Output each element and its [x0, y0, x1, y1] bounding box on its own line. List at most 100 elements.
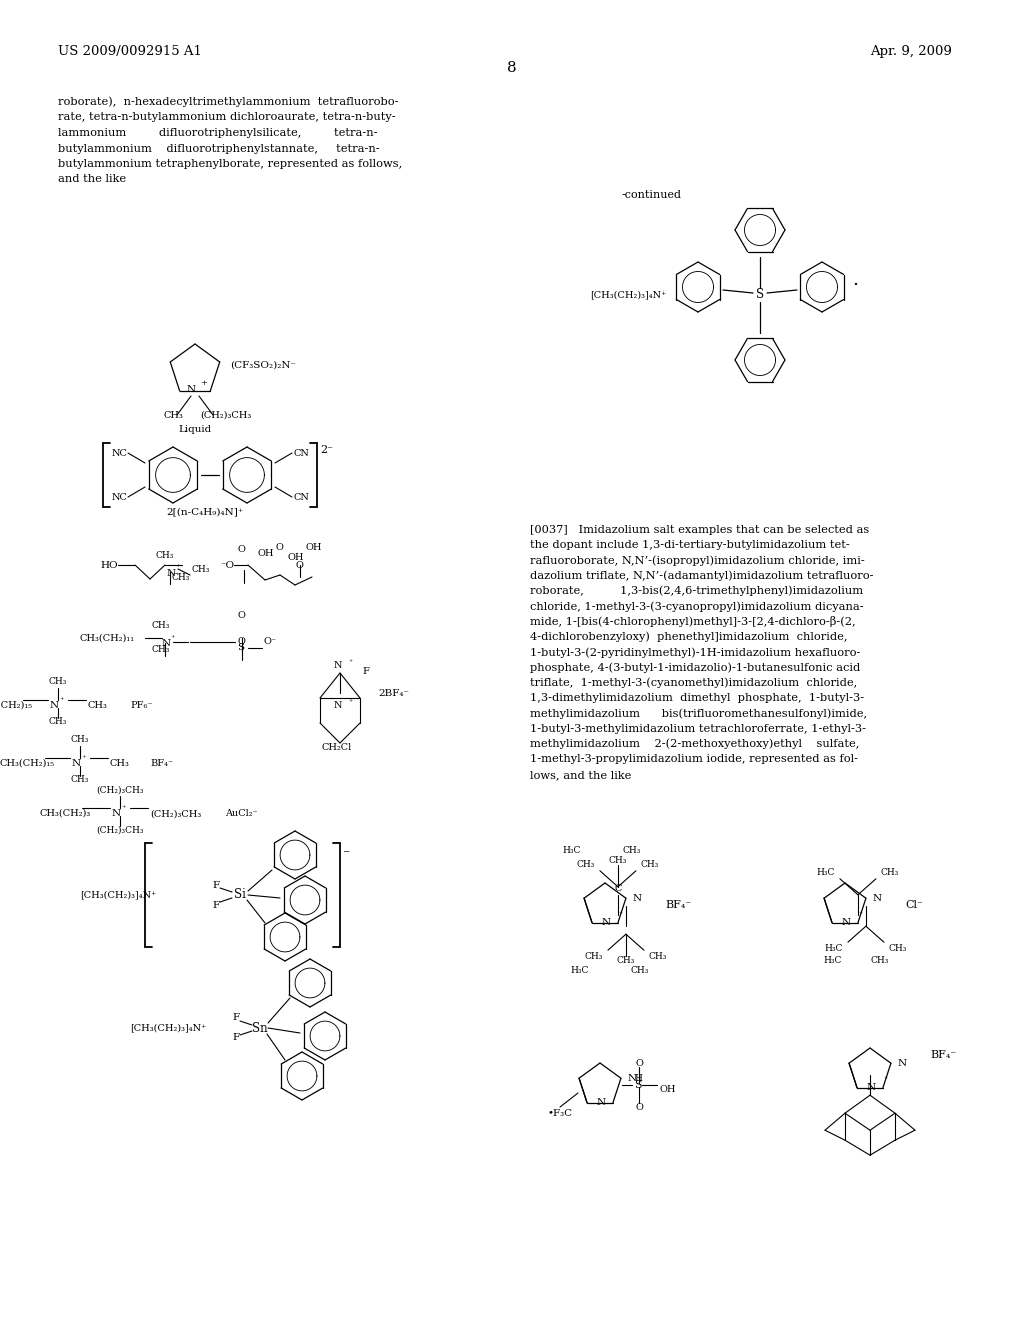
Text: N: N: [334, 701, 342, 710]
Text: 4-dichlorobenzyloxy)  phenethyl]imidazolium  chloride,: 4-dichlorobenzyloxy) phenethyl]imidazoli…: [530, 632, 848, 643]
Text: S: S: [634, 1080, 642, 1090]
Text: N: N: [167, 569, 176, 578]
Text: N: N: [842, 919, 851, 927]
Text: N: N: [334, 661, 342, 671]
Text: CH₃: CH₃: [616, 956, 635, 965]
Text: 1-butyl-3-(2-pyridinylmethyl)-1H-imidazolium hexafluoro-: 1-butyl-3-(2-pyridinylmethyl)-1H-imidazo…: [530, 647, 860, 657]
Text: CH₃: CH₃: [110, 759, 130, 768]
Text: ⁺: ⁺: [884, 1076, 888, 1084]
Text: OH: OH: [659, 1085, 676, 1094]
Text: H₃C: H₃C: [824, 944, 843, 953]
Text: ⁻: ⁻: [342, 847, 349, 862]
Text: -continued: -continued: [622, 190, 682, 201]
Text: OH: OH: [258, 549, 274, 557]
Text: CH₃: CH₃: [585, 952, 603, 961]
Text: H₃C: H₃C: [824, 956, 843, 965]
Text: N: N: [602, 919, 611, 927]
Text: ⁺: ⁺: [59, 697, 63, 705]
Text: [0037]   Imidazolium salt examples that can be selected as: [0037] Imidazolium salt examples that ca…: [530, 525, 869, 535]
Text: Apr. 9, 2009: Apr. 9, 2009: [870, 45, 952, 58]
Text: CH₃(CH₂)₁₁: CH₃(CH₂)₁₁: [80, 634, 135, 643]
Text: BF₄⁻: BF₄⁻: [150, 759, 173, 767]
Text: methylimidazolium    2-(2-methoxyethoxy)ethyl    sulfate,: methylimidazolium 2-(2-methoxyethoxy)eth…: [530, 739, 859, 750]
Text: N: N: [872, 894, 882, 903]
Text: ⁻O: ⁻O: [220, 561, 234, 569]
Text: O: O: [635, 1102, 643, 1111]
Text: the dopant include 1,3-di-tertiary-butylimidazolium tet-: the dopant include 1,3-di-tertiary-butyl…: [530, 540, 850, 550]
Text: ·: ·: [852, 276, 858, 294]
Text: O: O: [238, 636, 246, 645]
Text: F: F: [232, 1034, 240, 1043]
Text: US 2009/0092915 A1: US 2009/0092915 A1: [58, 45, 202, 58]
Text: CH₃: CH₃: [577, 861, 595, 870]
Text: BF₄⁻: BF₄⁻: [930, 1049, 956, 1060]
Text: O: O: [296, 561, 304, 570]
Text: CH₃: CH₃: [881, 869, 899, 878]
Text: roborate),  n-hexadecyltrimethylammonium  tetrafluorobo-: roborate), n-hexadecyltrimethylammonium …: [58, 96, 398, 107]
Text: 2BF₄⁻: 2BF₄⁻: [378, 689, 409, 697]
Text: triflate,  1-methyl-3-(cyanomethyl)imidazolium  chloride,: triflate, 1-methyl-3-(cyanomethyl)imidaz…: [530, 677, 857, 688]
Text: Si: Si: [234, 888, 246, 902]
Text: roborate,          1,3-bis(2,4,6-trimethylphenyl)imidazolium: roborate, 1,3-bis(2,4,6-trimethylphenyl)…: [530, 586, 863, 597]
Text: CH₃: CH₃: [623, 846, 641, 855]
Text: ⁺: ⁺: [859, 911, 863, 919]
Text: ⁺: ⁺: [81, 755, 85, 763]
Text: N: N: [597, 1098, 606, 1107]
Text: ⁺: ⁺: [121, 805, 125, 813]
Text: H: H: [635, 1073, 643, 1082]
Text: phosphate, 4-(3-butyl-1-imidazolio)-1-butanesulfonic acid: phosphate, 4-(3-butyl-1-imidazolio)-1-bu…: [530, 663, 860, 673]
Text: F: F: [212, 880, 219, 890]
Text: (CH₂)₃CH₃: (CH₂)₃CH₃: [96, 825, 143, 834]
Text: rafluoroborate, N,N’-(isopropyl)imidazolium chloride, imi-: rafluoroborate, N,N’-(isopropyl)imidazol…: [530, 556, 864, 566]
Text: BF₄⁻: BF₄⁻: [665, 900, 691, 909]
Text: CH₃: CH₃: [631, 966, 649, 974]
Text: (CH₂)₃CH₃: (CH₂)₃CH₃: [150, 809, 202, 818]
Text: lammonium         difluorotriphenylsilicate,         tetra-n-: lammonium difluorotriphenylsilicate, tet…: [58, 128, 378, 139]
Text: CH₃: CH₃: [172, 573, 190, 582]
Text: N: N: [162, 639, 171, 648]
Text: butylammonium    difluorotriphenylstannate,     tetra-n-: butylammonium difluorotriphenylstannate,…: [58, 144, 380, 153]
Text: C: C: [614, 884, 622, 892]
Text: O: O: [238, 545, 246, 554]
Text: CH₃: CH₃: [152, 645, 170, 655]
Text: N: N: [72, 759, 81, 768]
Text: ⁺: ⁺: [348, 659, 352, 667]
Text: +: +: [200, 379, 207, 387]
Text: CH₃: CH₃: [71, 735, 89, 744]
Text: F: F: [212, 900, 219, 909]
Text: butylammonium tetraphenylborate, represented as follows,: butylammonium tetraphenylborate, represe…: [58, 158, 402, 169]
Text: Sn: Sn: [252, 1022, 268, 1035]
Text: N: N: [633, 894, 642, 903]
Text: CH₃: CH₃: [49, 677, 68, 686]
Text: F: F: [362, 667, 369, 676]
Text: N: N: [186, 385, 196, 395]
Text: and the like: and the like: [58, 174, 126, 185]
Text: O: O: [275, 544, 283, 553]
Text: H₃C: H₃C: [563, 846, 582, 855]
Text: (CH₂)₃CH₃: (CH₂)₃CH₃: [96, 785, 143, 795]
Text: O⁻: O⁻: [264, 636, 278, 645]
Text: CN: CN: [294, 492, 310, 502]
Text: H₃C: H₃C: [817, 869, 836, 878]
Text: H₃C: H₃C: [571, 966, 589, 974]
Text: O: O: [238, 610, 246, 619]
Text: 2[(n-C₄H₉)₄N]⁺: 2[(n-C₄H₉)₄N]⁺: [166, 507, 244, 516]
Text: (CH₂)₃CH₃: (CH₂)₃CH₃: [200, 411, 251, 420]
Text: CH₃: CH₃: [608, 857, 627, 866]
Text: CH₃: CH₃: [49, 718, 68, 726]
Text: [CH₃(CH₂)₃]₄N⁺: [CH₃(CH₂)₃]₄N⁺: [80, 891, 157, 899]
Text: S: S: [237, 644, 244, 652]
Text: NC: NC: [112, 492, 128, 502]
Text: AuCl₂⁻: AuCl₂⁻: [225, 808, 258, 817]
Text: Cl⁻: Cl⁻: [905, 900, 923, 909]
Text: 2⁻: 2⁻: [319, 445, 333, 455]
Text: S: S: [756, 289, 764, 301]
Text: CH₂Cl: CH₂Cl: [322, 743, 352, 752]
Text: •F₃C: •F₃C: [548, 1109, 573, 1118]
Text: N: N: [112, 809, 121, 818]
Text: 1-methyl-3-propylimidazolium iodide, represented as fol-: 1-methyl-3-propylimidazolium iodide, rep…: [530, 755, 858, 764]
Text: 1,3-dimethylimidazolium  dimethyl  phosphate,  1-butyl-3-: 1,3-dimethylimidazolium dimethyl phospha…: [530, 693, 864, 704]
Text: CN: CN: [294, 449, 310, 458]
Text: mide, 1-[bis(4-chlorophenyl)methyl]-3-[2,4-dichloro-β-(2,: mide, 1-[bis(4-chlorophenyl)methyl]-3-[2…: [530, 616, 856, 627]
Text: (CF₃SO₂)₂N⁻: (CF₃SO₂)₂N⁻: [230, 360, 296, 370]
